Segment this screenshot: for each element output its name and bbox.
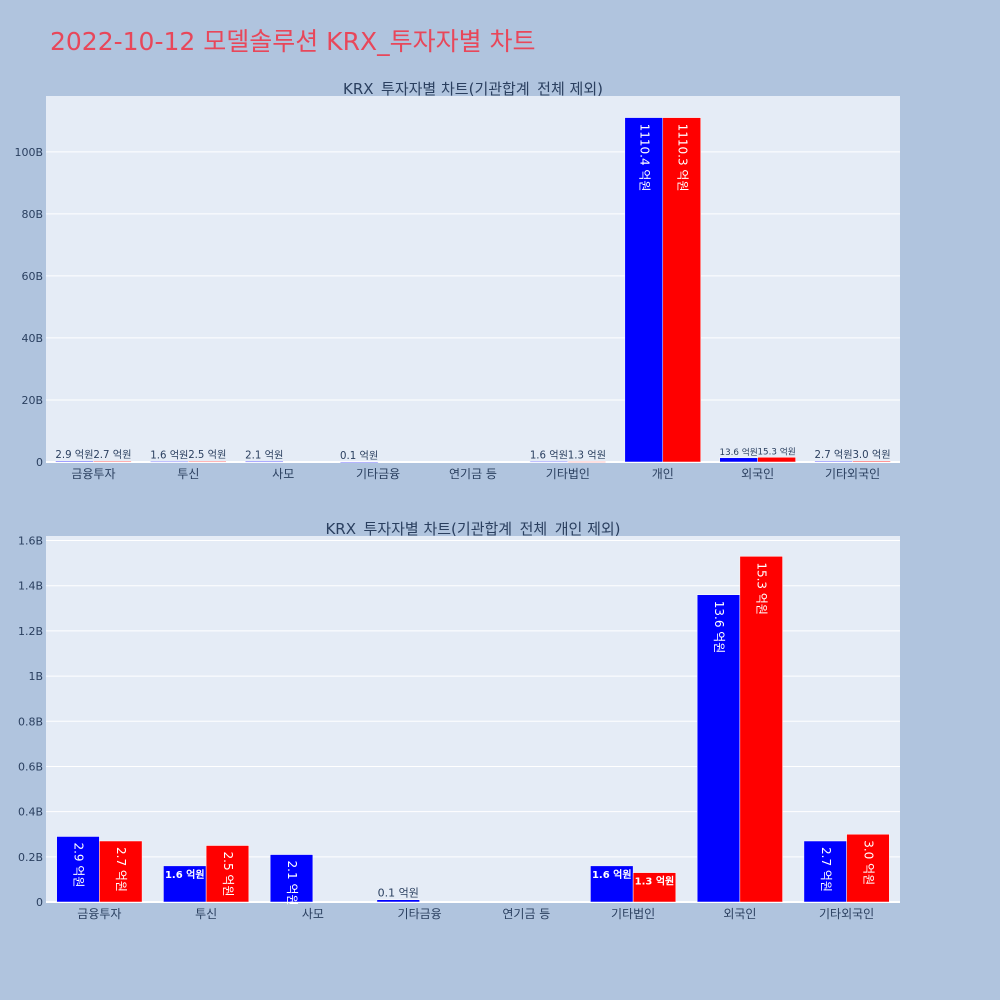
- bar: [163, 865, 207, 903]
- data-label: 1.6 억원: [530, 450, 568, 462]
- y-tick-label: 0.8B: [18, 715, 43, 728]
- data-label: 2.7 억원: [114, 847, 128, 892]
- x-tick-label: 기타법인: [546, 467, 590, 481]
- bar: [719, 457, 758, 463]
- bar: [269, 854, 314, 903]
- data-label: 2.9 억원: [72, 842, 86, 887]
- x-tick-label: 금융투자: [77, 907, 121, 921]
- x-tick-label: 외국인: [723, 907, 756, 921]
- bar: [376, 899, 420, 903]
- data-label: 2.9 억원: [55, 449, 93, 461]
- y-tick-label: 1.4B: [18, 580, 43, 593]
- x-tick-label: 개인: [652, 467, 674, 481]
- bar: [852, 460, 891, 463]
- y-tick-label: 40B: [21, 332, 43, 345]
- data-label: 1110.4 억원: [637, 124, 651, 192]
- x-tick-label: 연기금 등: [449, 467, 497, 481]
- data-label: 2.1 억원: [285, 861, 299, 906]
- y-tick-label: 0.2B: [18, 851, 43, 864]
- bar: [99, 840, 143, 903]
- chart-bottom: KRX_투자자별 차트(기관합계_전체_개인 제외) 0 0.2B 0.4B 0.6B 0…: [18, 520, 900, 921]
- x-tick-label: 연기금 등: [502, 907, 550, 921]
- y-tick-label: 1.6B: [18, 535, 43, 548]
- data-label: 1.3 억원: [568, 450, 606, 462]
- bar: [696, 594, 741, 903]
- bar: [205, 845, 250, 903]
- bar: [93, 460, 132, 463]
- plot-area: [46, 96, 900, 462]
- data-label: 13.6 억원: [720, 446, 758, 458]
- x-tick-label: 투신: [177, 467, 199, 481]
- bar: [529, 461, 569, 463]
- data-label: 2.7 억원: [93, 449, 131, 461]
- data-label: 15.3 억원: [755, 562, 769, 615]
- data-label: 13.6 억원: [712, 601, 726, 654]
- x-tick-label: 기타외국인: [825, 467, 880, 481]
- data-label: 0.1 억원: [378, 887, 419, 900]
- y-tick-label: 60B: [21, 270, 43, 283]
- data-label: 1.6 억원: [592, 868, 632, 881]
- x-tick-label: 기타법인: [611, 907, 655, 921]
- bar: [590, 865, 634, 903]
- data-label: 1110.3 억원: [675, 124, 689, 192]
- chart-title: KRX_투자자별 차트(기관합계_전체 제외): [343, 80, 603, 99]
- data-label: 2.5 억원: [221, 852, 235, 897]
- data-label: 1.3 억원: [635, 875, 675, 888]
- y-tick-label: 1B: [28, 670, 43, 683]
- bar: [632, 872, 677, 903]
- bar: [55, 460, 94, 463]
- y-tick-label: 0: [36, 896, 43, 909]
- chart-title: KRX_투자자별 차트(기관합계_전체_개인 제외): [325, 520, 620, 539]
- bar: [56, 836, 100, 903]
- x-tick-label: 금융투자: [71, 467, 115, 481]
- data-label: 1.6 억원: [165, 868, 205, 881]
- y-tick-label: 0.6B: [18, 760, 43, 773]
- x-tick-label: 외국인: [741, 467, 774, 481]
- data-label: 2.5 억원: [188, 449, 226, 461]
- bar: [803, 840, 847, 903]
- y-tick-label: 0: [36, 456, 43, 469]
- x-tick-label: 기타금융: [398, 907, 442, 921]
- y-tick-label: 0.4B: [18, 806, 43, 819]
- y-tick-label: 100B: [14, 146, 43, 159]
- x-tick-label: 사모: [302, 907, 324, 921]
- bar: [245, 461, 284, 463]
- y-tick-label: 1.2B: [18, 625, 43, 638]
- y-tick-label: 20B: [21, 394, 43, 407]
- bar: [846, 833, 890, 903]
- bar: [662, 117, 701, 463]
- chart-top: KRX_투자자별 차트(기관합계_전체 제외) 0 20B 40B 60B 80B 100B…: [14, 80, 900, 481]
- data-label: 2.7 억원: [819, 847, 833, 892]
- data-label: 3.0 억원: [861, 840, 875, 885]
- data-label: 3.0 억원: [852, 449, 890, 461]
- data-label: 1.6 억원: [150, 450, 188, 462]
- data-label: 2.7 억원: [814, 449, 852, 461]
- bar: [339, 461, 379, 464]
- x-tick-label: 사모: [272, 467, 294, 481]
- bar: [567, 461, 607, 463]
- bar: [150, 461, 189, 463]
- data-label: 15.3 억원: [757, 445, 795, 457]
- data-label: 2.1 억원: [245, 449, 283, 461]
- x-tick-label: 기타금융: [356, 467, 400, 481]
- bar: [814, 460, 853, 463]
- y-tick-label: 80B: [21, 208, 43, 221]
- x-tick-label: 투신: [195, 907, 217, 921]
- data-label: 0.1 억원: [340, 450, 378, 462]
- bar: [757, 457, 796, 463]
- x-tick-label: 기타외국인: [819, 907, 874, 921]
- bar: [188, 460, 227, 463]
- page-title: 2022-10-12 모델솔루션 KRX_투자자별 차트: [50, 27, 536, 56]
- bar: [739, 556, 783, 903]
